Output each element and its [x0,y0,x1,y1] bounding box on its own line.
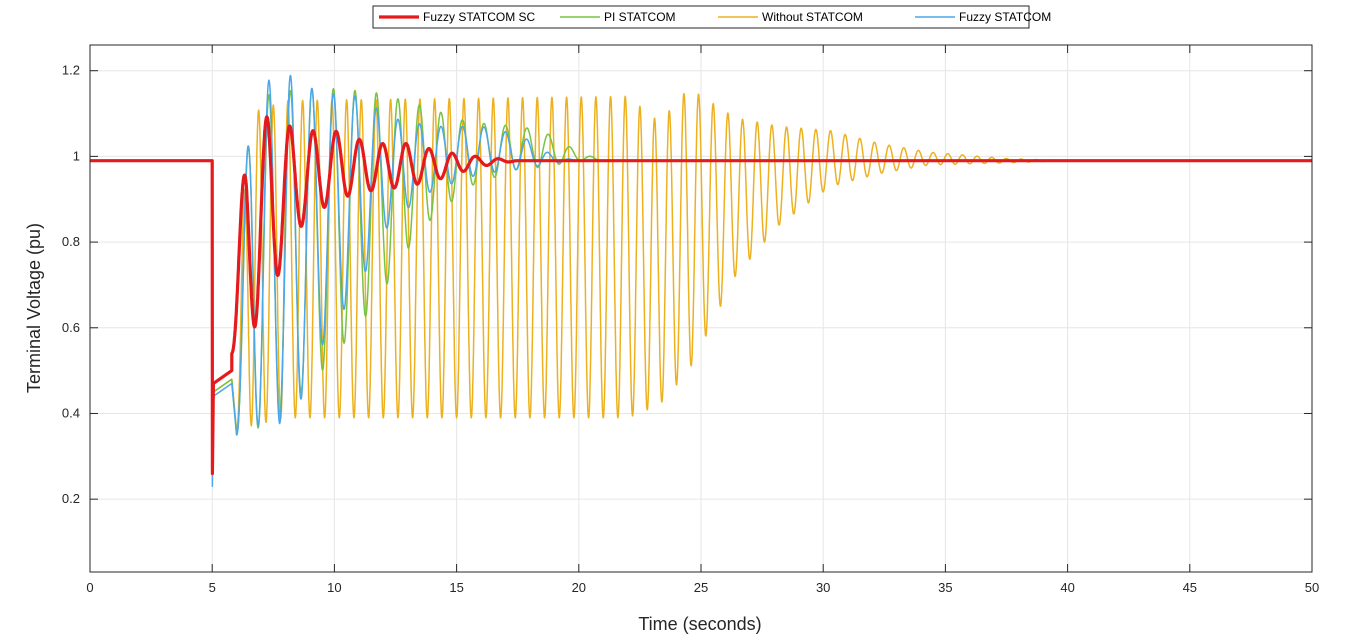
legend: Fuzzy STATCOM SC PI STATCOM Without STATCO… [372,5,1051,29]
x-axis-label: Time (seconds) [638,614,761,634]
x-tick-label: 50 [1305,580,1319,595]
y-tick-label: 0.8 [62,234,80,249]
legend-label-without-statcom: Without STATCOM [762,10,863,24]
y-axis-label: Terminal Voltage (pu) [24,223,44,393]
x-tick-label: 20 [572,580,586,595]
y-tick-label: 1 [73,148,80,163]
tick-labels: 0 5 10 15 20 25 30 35 40 45 50 0.2 0.4 0.6 0.8 1 1.2 [62,63,1319,595]
x-tick-label: 30 [816,580,830,595]
x-tick-label: 10 [327,580,341,595]
y-tick-label: 0.6 [62,320,80,335]
legend-label-fuzzy-statcom: Fuzzy STATCOM [959,10,1051,24]
x-tick-label: 40 [1060,580,1074,595]
legend-label-fuzzy-statcom-sc: Fuzzy STATCOM SC [423,10,536,24]
x-tick-label: 45 [1183,580,1197,595]
x-tick-label: 0 [86,580,93,595]
legend-box [372,5,1030,29]
x-tick-label: 5 [209,580,216,595]
x-tick-label: 35 [938,580,952,595]
y-tick-label: 0.4 [62,405,80,420]
series-lines [90,74,1314,488]
legend-label-pi-statcom: PI STATCOM [604,10,676,24]
x-tick-label: 15 [449,580,463,595]
y-tick-label: 1.2 [62,63,80,78]
series-line-fuzzy-statcom-sc [90,115,1314,476]
axes [89,44,1313,573]
x-tick-label: 25 [694,580,708,595]
y-tick-label: 0.2 [62,491,80,506]
